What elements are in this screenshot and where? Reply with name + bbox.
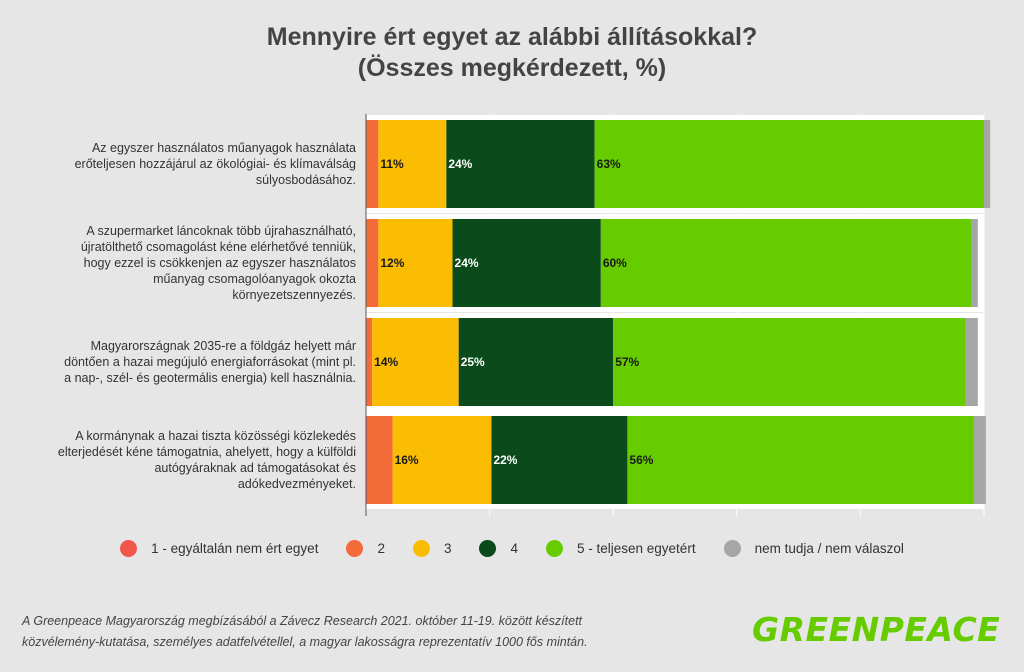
data-label: 24% bbox=[455, 256, 479, 270]
data-label: 16% bbox=[395, 453, 419, 467]
chart-title: Mennyire ért egyet az alábbi állításokka… bbox=[266, 23, 758, 51]
category-label-line: elterjedését kéne támogatnia, ahelyett, … bbox=[57, 445, 356, 459]
legend-swatch-icon bbox=[723, 540, 741, 557]
category-label-line: hogy ezzel is csökkenjen az egyszer hasz… bbox=[83, 256, 356, 270]
legend-label: 1 - egyáltalán nem ért egyet bbox=[151, 541, 319, 556]
bar-segment bbox=[984, 120, 991, 208]
category-label-line: újratölthető csomagolást kéne elérhetővé… bbox=[80, 240, 356, 254]
footer-line-1: A Greenpeace Magyarország megbízásából a… bbox=[22, 614, 583, 628]
data-label: 22% bbox=[493, 453, 517, 467]
bar-segment bbox=[367, 416, 393, 504]
legend-item: 3 bbox=[412, 540, 452, 557]
bar-segment bbox=[366, 120, 379, 208]
data-label: 11% bbox=[380, 157, 404, 171]
legend-item: 1 - egyáltalán nem ért egyet bbox=[120, 540, 318, 557]
bar-segment bbox=[627, 416, 974, 504]
category-label-line: A szupermarket láncoknak több újrahaszná… bbox=[86, 224, 356, 238]
category-label-line: súlyosbodásához. bbox=[255, 173, 356, 187]
legend-swatch-icon bbox=[546, 540, 563, 557]
bar-segment bbox=[600, 219, 972, 307]
category-label-line: erőteljesen hozzájárul az ökológiai- és … bbox=[74, 157, 356, 171]
category-label-line: A kormánynak a hazai tiszta közösségi kö… bbox=[75, 429, 356, 443]
data-label: 14% bbox=[374, 355, 398, 369]
legend-label: nem tudja / nem válaszol bbox=[754, 541, 904, 556]
data-label: 60% bbox=[603, 256, 627, 270]
legend-label: 3 bbox=[443, 541, 452, 556]
bar-segment bbox=[458, 318, 614, 406]
legend-label: 2 bbox=[377, 541, 385, 556]
bar-segment bbox=[594, 120, 984, 208]
bar-segment bbox=[392, 416, 492, 504]
bar-segment bbox=[965, 318, 978, 406]
legend-swatch-icon bbox=[120, 540, 138, 557]
legend-item: 5 - teljesen egyetért bbox=[546, 540, 696, 557]
bar-segment bbox=[366, 318, 373, 406]
bar-segment bbox=[452, 219, 601, 307]
data-label: 24% bbox=[448, 157, 472, 171]
bar-segment bbox=[613, 318, 966, 406]
chart-title-block: Mennyire ért egyet az alábbi állításokka… bbox=[0, 22, 1024, 84]
legend: 1 - egyáltalán nem ért egyet 2 3 4 5 - telje… bbox=[0, 540, 1024, 557]
legend-swatch-icon bbox=[412, 540, 430, 557]
category-label-line: döntően a hazai megújuló energiaforrások… bbox=[64, 355, 356, 369]
category-label-line: autógyáraknak ad támogatásokat és bbox=[154, 461, 356, 475]
bar-segment bbox=[372, 318, 459, 406]
legend-label: 4 bbox=[510, 541, 518, 556]
bar-segment bbox=[366, 219, 379, 307]
bar-segment bbox=[973, 416, 986, 504]
category-label-line: műanyag csomagolóanyagok okozta bbox=[153, 272, 356, 286]
legend-swatch-icon bbox=[346, 540, 364, 557]
category-label: Magyarországnak 2035-re a földgáz helyet… bbox=[16, 338, 356, 386]
bar-segment bbox=[491, 416, 628, 504]
data-label: 57% bbox=[615, 355, 639, 369]
legend-swatch-icon bbox=[479, 540, 497, 557]
category-label-line: a nap-, szél- és geotermális energia) ke… bbox=[64, 371, 356, 385]
bar-segment bbox=[378, 120, 447, 208]
bar-segment bbox=[971, 219, 978, 307]
category-label-line: Az egyszer használatos műanyagok használ… bbox=[91, 141, 356, 155]
bar-segment bbox=[378, 219, 453, 307]
legend-item: nem tudja / nem válaszol bbox=[723, 540, 904, 557]
data-label: 63% bbox=[597, 157, 621, 171]
category-label-line: adókedvezményeket. bbox=[237, 477, 356, 491]
category-label: A kormánynak a hazai tiszta közösségi kö… bbox=[16, 428, 356, 492]
greenpeace-logo: GREENPEACE bbox=[752, 610, 1001, 649]
footer-note: A Greenpeace Magyarország megbízásából a… bbox=[22, 611, 722, 653]
data-label: 12% bbox=[380, 256, 404, 270]
chart-subtitle: (Összes megkérdezett, %) bbox=[357, 54, 667, 82]
footer-line-2: közvélemény-kutatása, személyes adatfelv… bbox=[22, 635, 588, 649]
legend-label: 5 - teljesen egyetért bbox=[577, 541, 696, 556]
legend-item: 2 bbox=[346, 540, 385, 557]
category-label-line: környezetszennyezés. bbox=[232, 288, 356, 302]
category-label: Az egyszer használatos műanyagok használ… bbox=[16, 140, 356, 188]
legend-item: 4 bbox=[479, 540, 518, 557]
category-label-line: Magyarországnak 2035-re a földgáz helyet… bbox=[90, 339, 356, 353]
data-label: 56% bbox=[629, 453, 653, 467]
data-label: 25% bbox=[461, 355, 485, 369]
category-label: A szupermarket láncoknak több újrahaszná… bbox=[16, 223, 356, 303]
bar-segment bbox=[366, 416, 368, 504]
bar-segment bbox=[446, 120, 595, 208]
